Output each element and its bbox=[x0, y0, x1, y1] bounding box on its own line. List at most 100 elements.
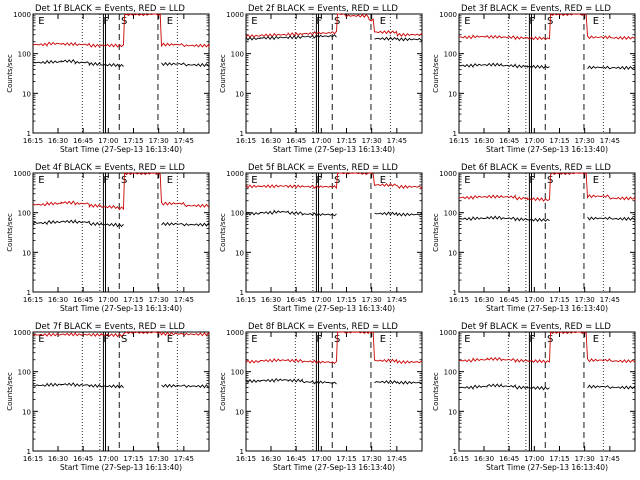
x-tick-label: 16:45 bbox=[286, 296, 306, 304]
x-tick-label: 16:30 bbox=[48, 296, 68, 304]
marker-label: F bbox=[529, 16, 535, 27]
series-line-events bbox=[458, 215, 550, 223]
x-tick-label: 17:00 bbox=[98, 137, 118, 145]
x-tick-label: 17:00 bbox=[98, 455, 118, 463]
y-axis-label: Counts/sec bbox=[6, 54, 14, 93]
series-line-events bbox=[161, 221, 210, 227]
x-tick-label: 17:45 bbox=[387, 455, 407, 463]
y-tick-label: 10 bbox=[235, 249, 244, 257]
x-tick-label: 16:45 bbox=[73, 137, 93, 145]
series-line-lld bbox=[32, 331, 210, 338]
y-axis-label: Counts/sec bbox=[6, 213, 14, 252]
x-tick-label: 17:30 bbox=[575, 455, 595, 463]
plot-frame bbox=[245, 172, 423, 293]
chart-panel-5: Det 5f BLACK = Events, RED = LLD 1 10 100 10… bbox=[219, 163, 423, 313]
plot-frame bbox=[32, 331, 210, 452]
plot-frame bbox=[32, 172, 210, 293]
series-line-events bbox=[245, 209, 337, 217]
y-tick-label: 100 bbox=[231, 369, 244, 377]
y-tick-label: 1 bbox=[453, 130, 457, 138]
y-tick-label: 1 bbox=[27, 289, 31, 297]
x-axis-label: Start Time (27-Sep-13 16:13:40) bbox=[273, 304, 395, 313]
x-tick-label: 16:30 bbox=[261, 455, 281, 463]
x-tick-label: 17:30 bbox=[362, 455, 382, 463]
chart-title: Det 8f BLACK = Events, RED = LLD bbox=[248, 322, 398, 332]
marker-label: F bbox=[103, 334, 109, 345]
x-tick-label: 16:45 bbox=[73, 455, 93, 463]
y-axis-label: Counts/sec bbox=[219, 213, 227, 252]
series-line-events bbox=[458, 62, 550, 69]
y-tick-label: 1000 bbox=[13, 11, 31, 19]
y-tick-label: 1000 bbox=[226, 170, 244, 178]
y-tick-label: 1000 bbox=[226, 329, 244, 337]
chart-title: Det 4f BLACK = Events, RED = LLD bbox=[35, 163, 185, 173]
x-tick-label: 17:15 bbox=[549, 296, 569, 304]
y-tick-label: 10 bbox=[22, 90, 31, 98]
x-tick-label: 17:45 bbox=[387, 296, 407, 304]
x-tick-label: 17:00 bbox=[524, 455, 544, 463]
x-tick-label: 16:30 bbox=[474, 296, 494, 304]
y-tick-label: 10 bbox=[448, 249, 457, 257]
chart-title: Det 3f BLACK = Events, RED = LLD bbox=[461, 4, 611, 14]
y-tick-label: 1000 bbox=[13, 170, 31, 178]
y-tick-label: 100 bbox=[18, 51, 31, 59]
y-tick-label: 1000 bbox=[439, 11, 457, 19]
chart-title: Det 6f BLACK = Events, RED = LLD bbox=[461, 163, 611, 173]
marker-label: E bbox=[464, 16, 470, 27]
chart-panel-6: Det 6f BLACK = Events, RED = LLD 1 10 100 10… bbox=[432, 163, 636, 313]
marker-label: E bbox=[167, 334, 173, 345]
marker-label: E bbox=[167, 16, 173, 27]
marker-label: E bbox=[380, 175, 386, 186]
x-tick-label: 16:15 bbox=[23, 296, 43, 304]
series-line-events bbox=[161, 61, 210, 68]
x-tick-label: 17:00 bbox=[311, 137, 331, 145]
chart-title: Det 7f BLACK = Events, RED = LLD bbox=[35, 322, 185, 332]
marker-label: F bbox=[529, 334, 535, 345]
series-line-events bbox=[374, 211, 422, 217]
marker-label: E bbox=[251, 334, 257, 345]
marker-label: E bbox=[38, 175, 44, 186]
marker-label: E bbox=[251, 175, 257, 186]
x-tick-label: 16:15 bbox=[449, 455, 469, 463]
x-tick-label: 16:30 bbox=[474, 137, 494, 145]
x-axis-label: Start Time (27-Sep-13 16:13:40) bbox=[486, 304, 608, 313]
x-tick-label: 17:30 bbox=[575, 296, 595, 304]
chart-title: Det 5f BLACK = Events, RED = LLD bbox=[248, 163, 398, 173]
chart-panel-7: Det 7f BLACK = Events, RED = LLD 1 10 100 10… bbox=[6, 322, 210, 472]
x-tick-label: 16:15 bbox=[23, 455, 43, 463]
series-line-lld bbox=[245, 13, 423, 39]
series-line-lld bbox=[458, 172, 636, 202]
x-axis-label: Start Time (27-Sep-13 16:13:40) bbox=[60, 463, 182, 472]
y-tick-label: 100 bbox=[444, 369, 457, 377]
series-line-lld bbox=[458, 13, 636, 41]
x-tick-label: 16:30 bbox=[48, 455, 68, 463]
x-axis-label: Start Time (27-Sep-13 16:13:40) bbox=[60, 145, 182, 154]
marker-label: E bbox=[464, 334, 470, 345]
series-line-events bbox=[245, 34, 337, 41]
plot-frame bbox=[245, 13, 423, 134]
x-tick-label: 17:30 bbox=[149, 455, 169, 463]
series-line-lld bbox=[245, 172, 423, 190]
x-tick-label: 16:45 bbox=[286, 455, 306, 463]
x-tick-label: 17:15 bbox=[336, 296, 356, 304]
x-tick-label: 16:15 bbox=[23, 137, 43, 145]
series-line-events bbox=[32, 218, 124, 228]
y-tick-label: 1 bbox=[27, 448, 31, 456]
marker-label: E bbox=[593, 16, 599, 27]
y-tick-label: 1 bbox=[240, 130, 244, 138]
y-tick-label: 10 bbox=[235, 408, 244, 416]
y-tick-label: 100 bbox=[18, 369, 31, 377]
x-tick-label: 17:00 bbox=[524, 137, 544, 145]
x-axis-label: Start Time (27-Sep-13 16:13:40) bbox=[60, 304, 182, 313]
series-line-lld bbox=[32, 13, 210, 48]
y-tick-label: 1 bbox=[240, 448, 244, 456]
y-tick-label: 10 bbox=[22, 249, 31, 257]
x-tick-label: 17:45 bbox=[174, 296, 194, 304]
x-tick-label: 16:45 bbox=[499, 455, 519, 463]
y-tick-label: 1000 bbox=[226, 11, 244, 19]
x-tick-label: 17:30 bbox=[362, 137, 382, 145]
plot-frame bbox=[458, 13, 636, 134]
x-tick-label: 17:15 bbox=[336, 137, 356, 145]
marker-label: E bbox=[251, 16, 257, 27]
